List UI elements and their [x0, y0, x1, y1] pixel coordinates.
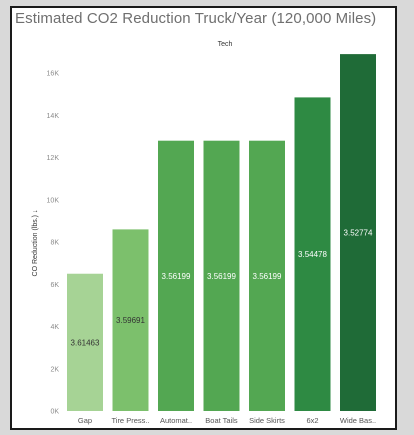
bar[interactable] [203, 140, 240, 411]
y-tick-label: 6K [50, 282, 59, 289]
bar-data-label: 3.59691 [116, 316, 145, 325]
bar[interactable] [340, 54, 376, 412]
bar-data-label: 3.56199 [253, 272, 282, 281]
bar[interactable] [67, 273, 103, 411]
bar-data-label: 3.52774 [344, 229, 373, 238]
chart-panel: Estimated CO2 Reduction Truck/Year (120,… [10, 6, 397, 430]
y-tick-label: 8K [50, 240, 59, 247]
chart-title: Estimated CO2 Reduction Truck/Year (120,… [15, 10, 377, 27]
bar-data-label: 3.61463 [71, 338, 100, 347]
y-tick-label: 4K [50, 324, 59, 331]
bar-data-label: 3.56199 [162, 272, 191, 281]
bar[interactable] [112, 229, 149, 411]
bar-chart: Tech CO Reduction (lbs.) ↓ 0K 2K 4K 6K 8K 10K… [32, 41, 376, 425]
y-tick-label: 10K [47, 197, 60, 204]
x-category-label: Side Skirts [249, 416, 285, 425]
y-tick-label: 0K [50, 409, 59, 416]
x-category-label: Wide Bas.. [340, 416, 376, 425]
bar[interactable] [249, 140, 285, 411]
x-category-label: Boat Tails [205, 416, 238, 425]
x-category-label: Automat.. [160, 416, 192, 425]
y-tick-label: 16K [47, 71, 60, 78]
x-category-label: 6x2 [306, 416, 318, 425]
x-category-label: Gap [78, 416, 92, 425]
y-tick-label: 2K [50, 366, 59, 373]
y-tick-label: 14K [47, 113, 60, 120]
x-axis: Gap Tire Press.. Automat.. Boat Tails Side S… [78, 416, 376, 425]
bar[interactable] [158, 140, 194, 411]
bar[interactable] [294, 97, 331, 411]
column-header: Tech [218, 41, 233, 48]
bar-data-label: 3.56199 [207, 272, 236, 281]
y-axis-title: CO Reduction (lbs.) ↓ [32, 210, 39, 277]
x-category-label: Tire Press.. [111, 416, 149, 425]
bar-data-label: 3.54478 [298, 250, 327, 259]
y-tick-label: 12K [47, 155, 60, 162]
y-axis: 0K 2K 4K 6K 8K 10K 12K 14K 16K [47, 71, 60, 416]
bars: 3.61463 3.59691 3.56199 3.56199 3.56199 3.544… [67, 54, 376, 412]
